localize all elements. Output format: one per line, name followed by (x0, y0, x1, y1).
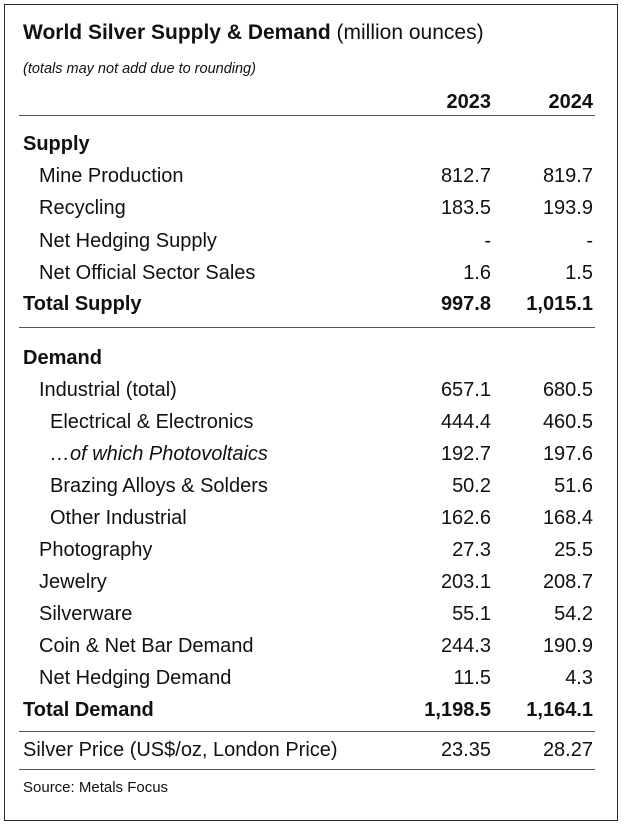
cell-2023: 1,198.5 (424, 699, 491, 721)
cell-2024: 4.3 (565, 667, 593, 689)
cell-2024: 168.4 (542, 507, 593, 529)
table-row: Net Hedging Demand 11.5 4.3 (5, 663, 615, 693)
table-row: …of which Photovoltaics 192.7 197.6 (5, 439, 615, 469)
row-label: Total Demand (23, 699, 154, 721)
table-row: Industrial (total) 657.1 680.5 (5, 375, 615, 405)
table-row: Photography 27.3 25.5 (5, 535, 615, 565)
cell-2024: 51.6 (554, 475, 593, 497)
table-subtitle: (totals may not add due to rounding) (23, 61, 256, 77)
source-note: Source: Metals Focus (23, 779, 169, 796)
header-divider (19, 115, 595, 116)
table-row: Net Hedging Supply - - (5, 226, 615, 256)
demand-heading: Demand (23, 347, 102, 369)
cell-2023: 997.8 (440, 293, 491, 315)
supply-heading-row: Supply (5, 129, 615, 159)
row-label: Coin & Net Bar Demand (39, 635, 254, 657)
cell-2023: 183.5 (440, 197, 491, 219)
silver-price-row: Silver Price (US$/oz, London Price) 23.3… (5, 735, 615, 765)
cell-2023: 203.1 (440, 571, 491, 593)
cell-2024: 1,164.1 (526, 699, 593, 721)
table-row: Coin & Net Bar Demand 244.3 190.9 (5, 631, 615, 661)
row-label: Jewelry (39, 571, 107, 593)
cell-2024: 460.5 (542, 411, 593, 433)
cell-2024: 190.9 (542, 635, 593, 657)
cell-2024: - (586, 230, 593, 252)
cell-2024: 680.5 (542, 379, 593, 401)
row-label: Photography (39, 539, 153, 561)
table-title: World Silver Supply & Demand (million ou… (23, 21, 484, 44)
row-label: Total Supply (23, 293, 142, 315)
column-header-2023: 2023 (446, 91, 492, 113)
table-row: Mine Production 812.7 819.7 (5, 161, 615, 191)
table-row: Silverware 55.1 54.2 (5, 599, 615, 629)
cell-2023: 444.4 (440, 411, 491, 433)
cell-2023: 657.1 (440, 379, 491, 401)
row-label: …of which Photovoltaics (50, 443, 268, 465)
table-row: Brazing Alloys & Solders 50.2 51.6 (5, 471, 615, 501)
price-divider (19, 769, 595, 770)
cell-2023: 812.7 (440, 165, 491, 187)
row-label: Silverware (39, 603, 133, 625)
cell-2023: - (484, 230, 491, 252)
demand-divider (19, 731, 595, 732)
row-label: Silver Price (US$/oz, London Price) (23, 739, 338, 761)
table-row: Other Industrial 162.6 168.4 (5, 503, 615, 533)
cell-2024: 197.6 (542, 443, 593, 465)
table-row: Recycling 183.5 193.9 (5, 193, 615, 223)
row-label: Net Hedging Supply (39, 230, 217, 252)
cell-2024: 1,015.1 (526, 293, 593, 315)
cell-2024: 28.27 (542, 739, 593, 761)
row-label: Mine Production (39, 165, 184, 187)
cell-2023: 55.1 (452, 603, 491, 625)
row-label: Brazing Alloys & Solders (50, 475, 268, 497)
row-label: Electrical & Electronics (50, 411, 254, 433)
cell-2023: 162.6 (440, 507, 491, 529)
table-title-unit: (million ounces) (336, 21, 484, 44)
supply-divider (19, 327, 595, 328)
row-label: Net Hedging Demand (39, 667, 232, 689)
table-row: Jewelry 203.1 208.7 (5, 567, 615, 597)
cell-2024: 1.5 (565, 262, 593, 284)
cell-2024: 193.9 (542, 197, 593, 219)
total-demand-row: Total Demand 1,198.5 1,164.1 (5, 695, 615, 725)
table-row: Net Official Sector Sales 1.6 1.5 (5, 258, 615, 288)
row-label: Other Industrial (50, 507, 187, 529)
demand-heading-row: Demand (5, 343, 615, 373)
cell-2023: 1.6 (463, 262, 491, 284)
row-label: Industrial (total) (39, 379, 177, 401)
cell-2023: 11.5 (453, 667, 491, 689)
cell-2024: 819.7 (542, 165, 593, 187)
cell-2023: 27.3 (452, 539, 491, 561)
total-supply-row: Total Supply 997.8 1,015.1 (5, 289, 615, 319)
row-label: Recycling (39, 197, 126, 219)
supply-heading: Supply (23, 133, 90, 155)
column-header-2024: 2024 (548, 91, 594, 113)
cell-2024: 54.2 (554, 603, 593, 625)
table-row: Electrical & Electronics 444.4 460.5 (5, 407, 615, 437)
row-label: Net Official Sector Sales (39, 262, 256, 284)
cell-2023: 50.2 (452, 475, 491, 497)
cell-2024: 208.7 (542, 571, 593, 593)
cell-2023: 192.7 (440, 443, 491, 465)
cell-2023: 23.35 (440, 739, 491, 761)
cell-2023: 244.3 (440, 635, 491, 657)
cell-2024: 25.5 (554, 539, 593, 561)
silver-supply-demand-table: World Silver Supply & Demand (million ou… (4, 4, 618, 821)
